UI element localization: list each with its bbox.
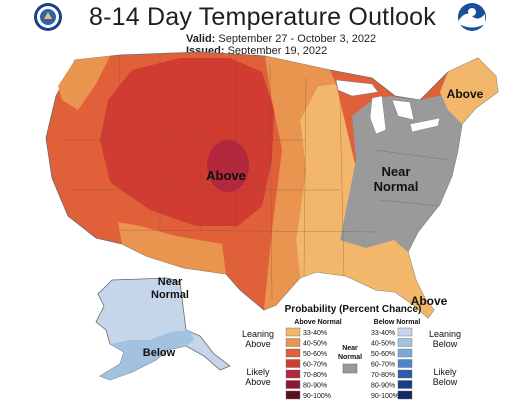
pacific-northwest-leaning-region <box>58 56 110 110</box>
legend-above-swatch-0 <box>285 327 301 337</box>
legend-below-header: Below Normal <box>374 319 421 326</box>
legend-near-2: Normal <box>338 354 362 361</box>
legend-leaning-above-1: Leaning <box>242 329 274 339</box>
legend-below-swatch-1 <box>397 338 413 347</box>
legend-above-swatches: 33-40% 40-50% 50-60% 60-70% 70-80% 80-90% 90-1… <box>285 327 331 400</box>
southwest-leaning-region <box>118 222 226 274</box>
legend-below-label-0: 33-40% <box>371 330 395 337</box>
legend-likely-below-2: Below <box>433 377 458 387</box>
legend-below-swatch-3 <box>397 359 413 368</box>
legend-above-swatch-4 <box>285 369 301 379</box>
alaska-below-region <box>100 330 194 380</box>
legend-title: Probability (Percent Chance) <box>285 304 422 315</box>
legend-likely-above-2: Above <box>245 377 271 387</box>
legend-leaning-above-2: Above <box>245 339 271 349</box>
legend-likely-above-1: Likely <box>246 367 270 377</box>
issued-date: September 19, 2022 <box>227 45 328 57</box>
legend-above-label-2: 50-60% <box>303 351 327 358</box>
label-alaska-below: Below <box>143 347 176 359</box>
legend-likely-below-1: Likely <box>433 367 457 377</box>
legend-below-label-5: 80-90% <box>371 383 395 390</box>
label-near-normal-line2: Normal <box>374 179 419 194</box>
doc-seal-icon <box>34 3 62 31</box>
legend-near-swatch <box>342 363 358 374</box>
great-lakes <box>335 79 441 135</box>
legend-above-swatch-5 <box>285 380 301 389</box>
legend-below-swatch-0 <box>397 327 413 337</box>
high-probability-center <box>207 140 249 192</box>
page-title: 8-14 Day Temperature Outlook <box>89 3 436 31</box>
label-alaska-near-line2: Normal <box>151 289 189 301</box>
valid-label: Valid: <box>186 33 216 45</box>
noaa-logo-icon <box>458 3 486 31</box>
legend-below-swatch-2 <box>397 348 413 358</box>
legend-below-swatches: 33-40% 40-50% 50-60% 60-70% 70-80% 80-90% 90-1… <box>371 327 413 400</box>
legend-below-swatch-4 <box>397 369 413 379</box>
legend-below-label-1: 40-50% <box>371 341 395 348</box>
legend-below-label-6: 90-100% <box>371 393 399 400</box>
legend-above-swatch-2 <box>285 348 301 358</box>
legend-above-label-4: 70-80% <box>303 372 327 379</box>
legend-leaning-below-2: Below <box>433 339 458 349</box>
legend-above-label-5: 80-90% <box>303 383 327 390</box>
near-normal-region <box>340 94 462 252</box>
label-above-florida: Above <box>411 294 448 308</box>
legend-above-swatch-1 <box>285 338 301 347</box>
legend-above-label-0: 33-40% <box>303 330 327 337</box>
legend-near-1: Near <box>342 345 358 352</box>
label-above-northeast: Above <box>447 87 484 101</box>
legend-above-swatch-6 <box>285 390 301 400</box>
leaning-above-band <box>264 56 336 310</box>
valid-dates: September 27 - October 3, 2022 <box>218 33 377 45</box>
legend-above-label-6: 90-100% <box>303 393 331 400</box>
legend: Probability (Percent Chance) Above Norma… <box>242 304 461 400</box>
label-above-central: Above <box>206 168 246 183</box>
label-alaska-near-line1: Near <box>158 276 183 288</box>
label-near-normal-line1: Near <box>382 164 411 179</box>
legend-below-swatch-5 <box>397 380 413 389</box>
legend-above-swatch-3 <box>285 359 301 368</box>
northeast-leaning-above-region <box>440 58 498 124</box>
legend-below-swatch-6 <box>397 390 413 400</box>
legend-above-label-3: 60-70% <box>303 362 327 369</box>
state-boundaries <box>62 53 451 301</box>
legend-above-label-1: 40-50% <box>303 341 327 348</box>
legend-below-label-3: 60-70% <box>371 362 395 369</box>
legend-below-label-4: 70-80% <box>371 372 395 379</box>
valid-line: Valid: September 27 - October 3, 2022 <box>186 33 376 45</box>
legend-leaning-below-1: Leaning <box>429 329 461 339</box>
legend-below-label-2: 50-60% <box>371 351 395 358</box>
legend-above-header: Above Normal <box>294 319 342 326</box>
